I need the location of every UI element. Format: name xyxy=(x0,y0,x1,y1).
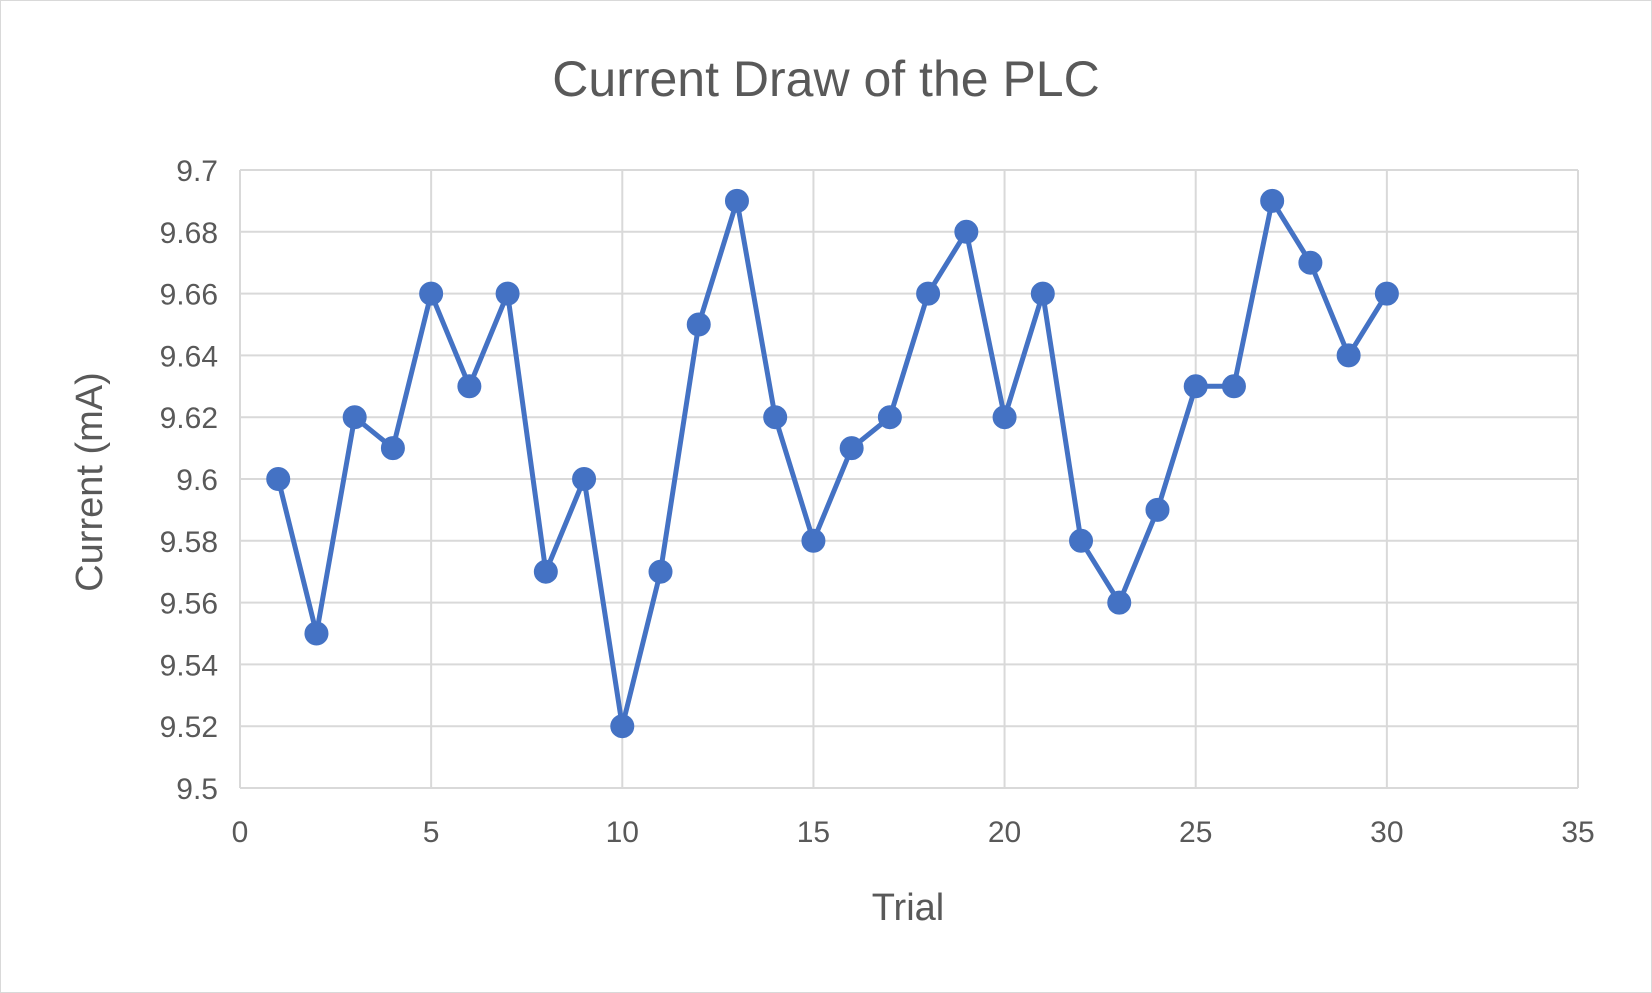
y-tick-label: 9.64 xyxy=(160,340,218,373)
data-point xyxy=(380,436,405,461)
data-point xyxy=(801,528,826,553)
data-point xyxy=(495,281,520,306)
y-tick-label: 9.6 xyxy=(176,464,218,497)
data-point xyxy=(686,312,711,337)
data-point xyxy=(1298,250,1323,275)
data-point xyxy=(419,281,444,306)
data-point xyxy=(610,714,635,739)
x-tick-label: 30 xyxy=(1370,816,1403,849)
x-axis-label: Trial xyxy=(872,887,944,929)
data-point xyxy=(992,405,1017,430)
data-point xyxy=(1107,590,1132,615)
series-current xyxy=(266,188,1399,739)
y-tick-label: 9.56 xyxy=(160,588,218,621)
y-tick-label: 9.58 xyxy=(160,526,218,559)
data-point xyxy=(1374,281,1399,306)
x-tick-label: 10 xyxy=(606,816,639,849)
y-tick-label: 9.66 xyxy=(160,279,218,312)
y-tick-label: 9.54 xyxy=(160,649,218,682)
data-point xyxy=(954,219,979,244)
data-point xyxy=(266,467,291,491)
data-point xyxy=(1336,343,1361,368)
x-tick-label: 20 xyxy=(988,816,1021,849)
y-tick-label: 9.52 xyxy=(160,711,218,744)
data-point xyxy=(839,436,864,461)
data-point xyxy=(342,405,367,430)
data-point xyxy=(763,405,788,430)
data-point xyxy=(1183,374,1208,399)
series-line xyxy=(275,198,1390,729)
data-point xyxy=(1221,374,1246,399)
y-axis-ticks: 9.5 9.52 9.54 9.56 9.58 9.6 9.62 9.64 9.66 9.68 9.… xyxy=(160,155,218,806)
y-tick-label: 9.62 xyxy=(160,402,218,435)
data-point xyxy=(648,559,673,584)
x-tick-label: 0 xyxy=(232,816,249,849)
data-point xyxy=(1145,497,1170,522)
data-point xyxy=(877,405,902,430)
data-point xyxy=(457,374,482,399)
x-tick-label: 5 xyxy=(423,816,440,849)
data-point xyxy=(724,188,749,213)
x-tick-label: 15 xyxy=(797,816,830,849)
y-tick-label: 9.7 xyxy=(176,155,218,188)
grid-lines xyxy=(239,169,1579,789)
y-axis-label: Current (mA) xyxy=(69,372,111,592)
x-tick-label: 35 xyxy=(1561,816,1594,849)
x-axis-ticks: 0 5 10 15 20 25 30 35 xyxy=(232,816,1595,849)
data-point xyxy=(572,467,597,491)
data-point xyxy=(1030,281,1055,306)
y-tick-label: 9.5 xyxy=(176,773,218,806)
x-tick-label: 25 xyxy=(1179,816,1212,849)
chart-title: Current Draw of the PLC xyxy=(552,51,1099,107)
data-point xyxy=(304,621,329,646)
y-tick-label: 9.68 xyxy=(160,217,218,250)
data-point xyxy=(1069,528,1094,553)
data-point xyxy=(916,281,941,306)
data-point xyxy=(533,559,558,584)
data-point xyxy=(1260,188,1285,213)
